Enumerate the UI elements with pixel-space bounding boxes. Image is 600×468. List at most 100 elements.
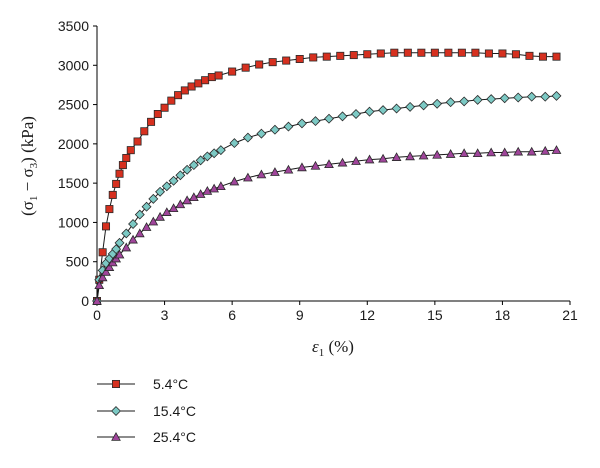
data-point [310, 116, 321, 127]
data-point [112, 179, 121, 188]
data-point [418, 150, 429, 160]
data-point [155, 211, 165, 221]
data-point [513, 92, 524, 103]
data-point [148, 193, 159, 204]
data-point [324, 159, 334, 169]
data-point [364, 106, 375, 117]
data-point [513, 146, 524, 156]
data-point [256, 169, 267, 179]
data-point [283, 121, 294, 132]
data-point [216, 181, 226, 191]
data-point [187, 82, 196, 91]
data-point [459, 96, 470, 107]
data-point [349, 51, 358, 60]
data-point [242, 132, 253, 143]
y-tick-label: 500 [66, 254, 90, 270]
data-point [297, 162, 307, 172]
data-point [297, 118, 307, 129]
data-point [337, 157, 348, 167]
data-point [97, 272, 108, 282]
data-point [405, 101, 416, 112]
y-axis-title: (σ1 − σ3) (kPa) [18, 116, 40, 216]
x-axis-title: ε1 (%) [312, 337, 354, 359]
data-point [229, 138, 240, 149]
y-tick-label: 1500 [58, 175, 89, 191]
data-point [472, 94, 483, 105]
data-point [202, 151, 213, 162]
data-point [134, 209, 145, 220]
data-point [337, 111, 348, 122]
data-point [147, 117, 156, 126]
data-point [351, 109, 361, 119]
data-point [195, 155, 206, 166]
data-point [351, 156, 361, 165]
data-point [552, 52, 561, 61]
data-point [128, 234, 138, 244]
x-tick-label: 18 [495, 307, 511, 323]
data-point [105, 205, 114, 214]
data-point [118, 161, 127, 170]
data-point [471, 48, 480, 57]
axes: 0 500 1000 1500 2000 2500 3000 3500 0 3 6 9 12 15 18 21 [58, 18, 578, 323]
data-point [538, 52, 547, 61]
data-point [256, 128, 267, 139]
data-point [168, 175, 179, 186]
data-point [229, 176, 240, 186]
y-tick-label: 1000 [58, 214, 89, 230]
data-point [180, 86, 189, 95]
data-point [418, 100, 429, 111]
data-point [268, 58, 277, 67]
data-point [167, 96, 176, 105]
data-point [161, 181, 172, 192]
data-point [228, 67, 237, 76]
data-point [526, 91, 537, 102]
series-line [96, 52, 557, 302]
data-point [540, 145, 551, 155]
data-point [188, 192, 199, 202]
data-point [201, 76, 210, 85]
data-point [540, 91, 551, 102]
series-2 [92, 90, 562, 306]
data-point [115, 169, 124, 178]
data-point [405, 151, 415, 161]
data-point [282, 56, 291, 65]
data-point [175, 170, 186, 181]
series-1 [93, 48, 561, 305]
data-point [499, 147, 510, 157]
data-point [363, 50, 372, 59]
series-line [96, 95, 557, 302]
data-point [459, 148, 470, 158]
data-point [114, 249, 125, 259]
x-tick-label: 3 [161, 307, 169, 323]
data-point [114, 237, 125, 248]
legend-label: 15.4°C [153, 403, 196, 419]
x-tick-label: 0 [93, 307, 101, 323]
x-tick-label: 6 [228, 307, 236, 323]
data-point [133, 137, 142, 146]
data-point [390, 48, 399, 57]
data-point [121, 228, 132, 239]
data-point [209, 183, 220, 193]
series-line [96, 149, 557, 302]
x-tick-label: 12 [359, 307, 375, 323]
data-point [444, 48, 453, 57]
data-point [243, 172, 253, 182]
y-tick-label: 0 [81, 293, 89, 309]
legend-marker [111, 406, 121, 416]
data-point [269, 124, 280, 135]
y-tick-label: 3000 [58, 57, 89, 73]
data-point [322, 52, 331, 61]
data-point [202, 185, 213, 195]
data-point [215, 145, 226, 156]
data-point [122, 153, 131, 162]
data-point [364, 154, 375, 164]
data-point [94, 280, 105, 290]
x-tick-label: 9 [296, 307, 304, 323]
legend-item-3: 25.4°C [97, 429, 196, 445]
y-tick-label: 2500 [58, 97, 89, 113]
data-point [445, 97, 456, 108]
data-point [126, 146, 135, 155]
data-point [324, 113, 334, 124]
data-point [378, 153, 388, 163]
